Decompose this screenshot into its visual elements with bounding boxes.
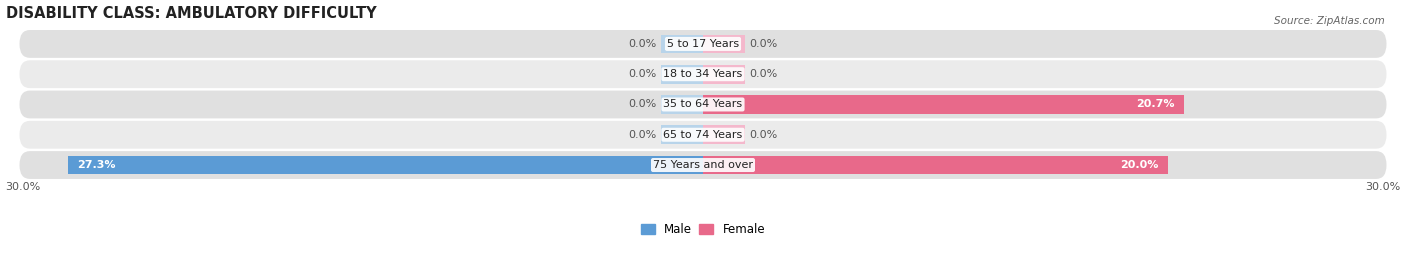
- Text: DISABILITY CLASS: AMBULATORY DIFFICULTY: DISABILITY CLASS: AMBULATORY DIFFICULTY: [6, 6, 377, 21]
- Bar: [661, 95, 703, 114]
- Text: 20.0%: 20.0%: [1121, 160, 1159, 170]
- Bar: [703, 125, 745, 144]
- Bar: [69, 156, 703, 174]
- FancyBboxPatch shape: [20, 121, 1386, 149]
- Text: 18 to 34 Years: 18 to 34 Years: [664, 69, 742, 79]
- Text: 65 to 74 Years: 65 to 74 Years: [664, 130, 742, 140]
- Text: 0.0%: 0.0%: [628, 39, 657, 49]
- Text: 0.0%: 0.0%: [628, 99, 657, 109]
- Text: 27.3%: 27.3%: [77, 160, 117, 170]
- Bar: [703, 156, 1168, 174]
- Text: 0.0%: 0.0%: [749, 130, 778, 140]
- Bar: [703, 95, 1184, 114]
- FancyBboxPatch shape: [20, 30, 1386, 58]
- FancyBboxPatch shape: [20, 91, 1386, 118]
- Text: Source: ZipAtlas.com: Source: ZipAtlas.com: [1274, 16, 1385, 26]
- FancyBboxPatch shape: [20, 151, 1386, 179]
- Text: 0.0%: 0.0%: [628, 130, 657, 140]
- Text: 20.7%: 20.7%: [1136, 99, 1175, 109]
- Text: 5 to 17 Years: 5 to 17 Years: [666, 39, 740, 49]
- Bar: [703, 65, 745, 84]
- Text: 0.0%: 0.0%: [628, 69, 657, 79]
- Text: 75 Years and over: 75 Years and over: [652, 160, 754, 170]
- Bar: [661, 65, 703, 84]
- Text: 0.0%: 0.0%: [749, 69, 778, 79]
- Text: 35 to 64 Years: 35 to 64 Years: [664, 99, 742, 109]
- Legend: Male, Female: Male, Female: [636, 218, 770, 241]
- FancyBboxPatch shape: [20, 60, 1386, 88]
- Text: 30.0%: 30.0%: [6, 182, 41, 192]
- Text: 0.0%: 0.0%: [749, 39, 778, 49]
- Text: 30.0%: 30.0%: [1365, 182, 1400, 192]
- Bar: [703, 35, 745, 53]
- Bar: [661, 35, 703, 53]
- Bar: [661, 125, 703, 144]
